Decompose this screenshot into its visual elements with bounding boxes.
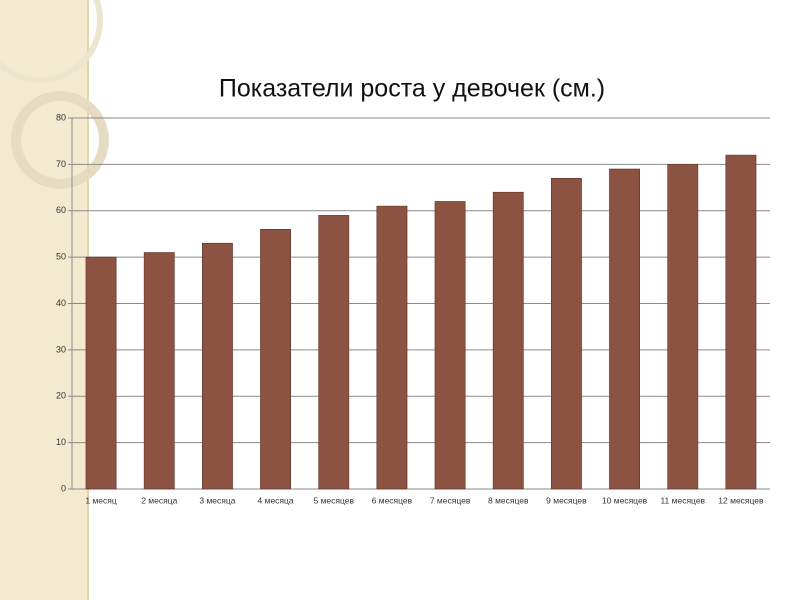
bar — [725, 154, 757, 490]
x-tick-label: 7 месяцев — [430, 495, 471, 505]
bar — [143, 252, 175, 490]
y-tick-label: 40 — [56, 298, 66, 308]
bar — [85, 256, 117, 490]
decor-circle — [0, 0, 103, 83]
bar — [667, 164, 699, 490]
bar — [318, 215, 350, 490]
y-tick-label: 0 — [61, 483, 66, 493]
decor-circle — [11, 91, 109, 189]
x-tick-label: 11 месяцев — [660, 495, 705, 505]
bar — [492, 191, 524, 490]
bar — [376, 205, 408, 490]
x-tick-label: 1 месяц — [85, 495, 117, 505]
plot: 0 10 20 30 40 50 60 70 80 1 месяц 2 месяца 3 месяца… — [56, 112, 770, 505]
x-tick-label: 2 месяца — [141, 495, 177, 505]
x-tick-label: 10 месяцев — [602, 495, 648, 505]
x-tick-label: 9 месяцев — [546, 495, 587, 505]
x-tick-label: 6 месяцев — [372, 495, 413, 505]
bar — [434, 201, 466, 490]
y-tick-label: 80 — [56, 112, 66, 122]
bar — [550, 177, 582, 490]
x-tick-label: 8 месяцев — [488, 495, 529, 505]
bar — [609, 168, 641, 490]
x-tick-label: 5 месяцев — [313, 495, 354, 505]
chart-title: Показатели роста у девочек (см.) — [219, 75, 605, 103]
bar — [201, 242, 233, 490]
side-strip — [0, 0, 88, 600]
y-tick-label: 50 — [56, 252, 66, 262]
x-tick-label: 3 месяца — [199, 495, 235, 505]
x-tick-label: 4 месяца — [258, 495, 294, 505]
y-tick-label: 30 — [56, 344, 66, 354]
y-tick-label: 20 — [56, 391, 66, 401]
y-tick-label: 60 — [56, 205, 66, 215]
y-tick-label: 10 — [56, 437, 66, 447]
y-tick-label: 70 — [56, 159, 66, 169]
bar — [260, 229, 292, 490]
x-tick-label: 12 месяцев — [718, 495, 764, 505]
